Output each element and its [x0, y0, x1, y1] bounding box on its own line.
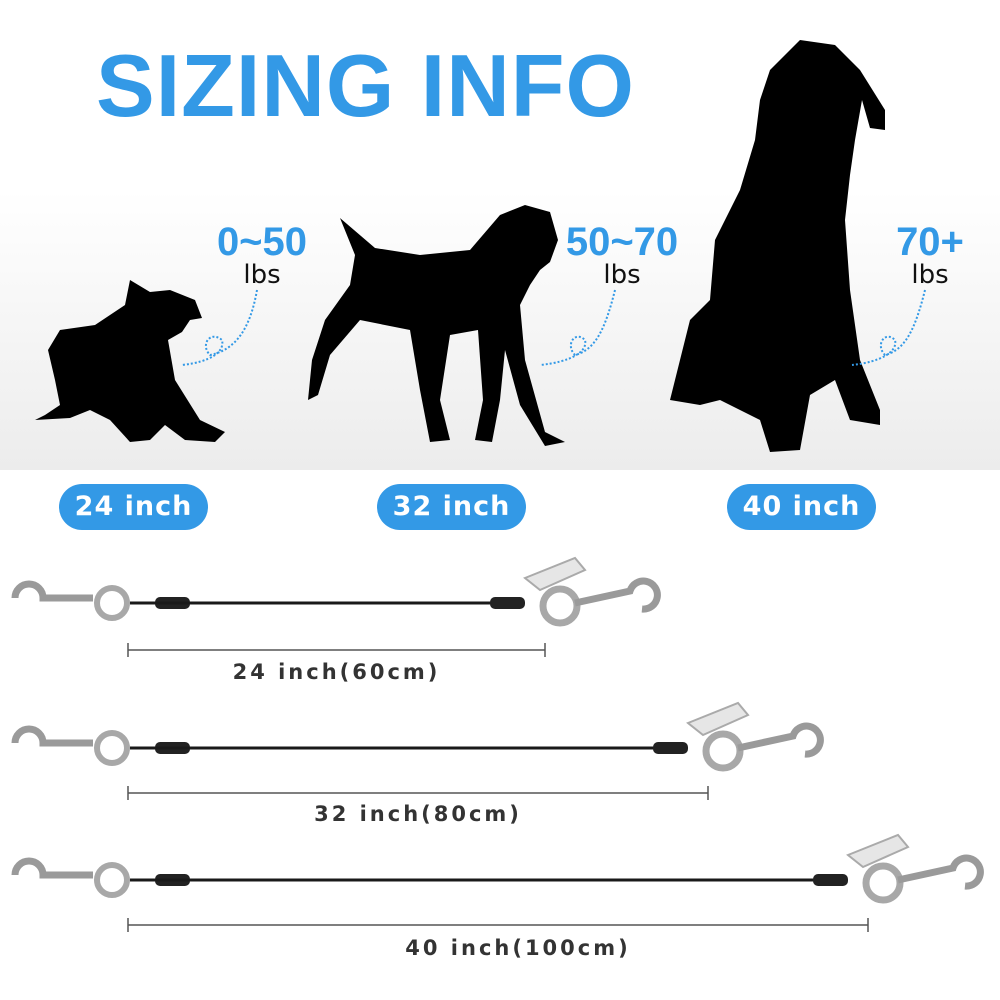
ring-icon	[94, 585, 130, 621]
weight-label-large: 70+ lbs	[885, 222, 975, 288]
size-badge-32: 32 inch	[377, 484, 526, 530]
size-badge-24: 24 inch	[59, 484, 208, 530]
cable-sleeve	[490, 597, 525, 609]
large-dog-silhouette	[670, 40, 885, 452]
snap-hook-icon	[897, 854, 984, 890]
ring-icon	[94, 730, 130, 766]
seatbelt-clip-icon	[686, 701, 750, 737]
weight-label-medium: 50~70 lbs	[558, 222, 686, 288]
cable-sleeve	[813, 874, 848, 886]
dotted-leash-decorations	[181, 289, 926, 366]
small-dog-silhouette	[35, 280, 225, 442]
seatbelt-clip-icon	[523, 556, 587, 592]
snap-hook-icon	[11, 725, 93, 747]
weight-value: 70+	[896, 220, 964, 264]
weight-unit: lbs	[243, 260, 281, 290]
snap-hook-icon	[11, 580, 93, 602]
swivel-icon	[702, 730, 744, 772]
weight-value: 50~70	[565, 220, 679, 264]
leash-length-label: 32 inch(80cm)	[314, 802, 522, 826]
size-badge-40: 40 inch	[727, 484, 876, 530]
weight-unit: lbs	[911, 260, 949, 290]
page-title: SIZING INFO	[96, 36, 635, 135]
swivel-icon	[862, 862, 904, 904]
weight-value: 0~50	[216, 220, 308, 264]
ring-icon	[94, 862, 130, 898]
weight-label-small: 0~50 lbs	[212, 222, 312, 288]
snap-hook-icon	[737, 722, 824, 758]
medium-dog-silhouette	[308, 205, 565, 446]
cable-sleeve	[653, 742, 688, 754]
leash-length-label: 24 inch(60cm)	[232, 660, 441, 684]
weight-unit: lbs	[603, 260, 641, 290]
swivel-icon	[539, 585, 581, 627]
seatbelt-clip-icon	[846, 833, 910, 869]
snap-hook-icon	[574, 577, 661, 613]
leash-length-label: 40 inch(100cm)	[405, 936, 631, 960]
snap-hook-icon	[11, 857, 93, 879]
